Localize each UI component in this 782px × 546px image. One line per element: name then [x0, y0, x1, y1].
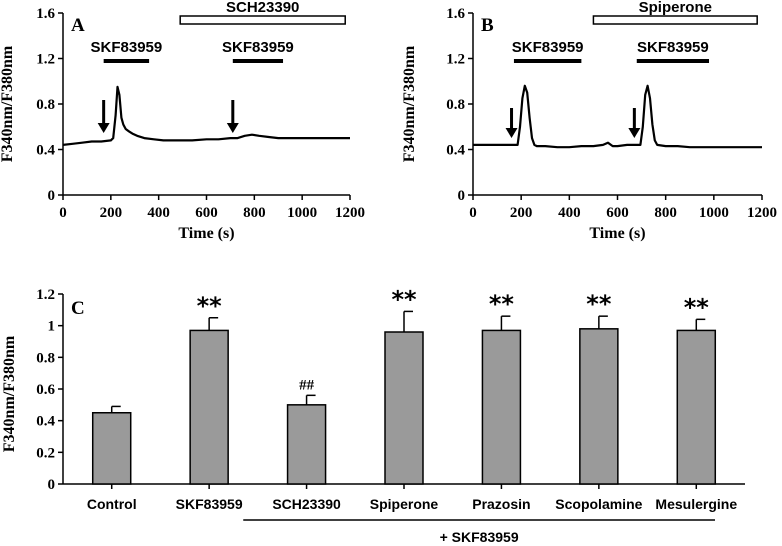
x-tick-label: 1200 — [335, 205, 365, 221]
y-tick-label: 0.4 — [36, 414, 55, 430]
y-tick-label: 0 — [458, 188, 466, 204]
bar — [385, 332, 423, 484]
bar — [482, 330, 520, 484]
x-axis-title: Time (s) — [178, 225, 234, 242]
y-tick-label: 0.4 — [36, 143, 55, 159]
bar — [580, 329, 618, 484]
bar — [190, 330, 228, 484]
category-label: Spiperone — [370, 496, 439, 512]
x-tick-label: 400 — [147, 205, 170, 221]
y-tick-label: 1.2 — [36, 52, 55, 68]
y-tick-label: 0.8 — [36, 97, 55, 113]
y-tick-label: 1 — [48, 319, 56, 335]
x-axis-title: Time (s) — [589, 225, 645, 242]
x-tick-label: 1000 — [699, 205, 729, 221]
bar — [288, 405, 326, 484]
calcium-trace — [63, 87, 350, 145]
y-tick-label: 0.2 — [36, 445, 55, 461]
agonist-label: SKF83959 — [222, 39, 294, 56]
arrow-head — [98, 123, 110, 133]
panel-a: 0 0.4 0.8 1.2 1.6 0 200 400 600 800 1000 1200 Time (… — [0, 0, 365, 242]
panel-letter: A — [71, 15, 85, 36]
group-label: + SKF83959 — [440, 529, 519, 545]
figure: 00.40.81.21.60 200 400 600 800 1000 1200Time (… — [0, 0, 782, 546]
y-tick-label: 1.2 — [36, 287, 55, 303]
antagonist-label: Spiperone — [639, 0, 712, 16]
category-label: Scopolamine — [555, 496, 642, 512]
y-tick-label: 0 — [48, 477, 56, 493]
x-tick-label: 400 — [558, 205, 581, 221]
arrow-head — [628, 128, 640, 138]
y-axis-title: F340nm/F380nm — [0, 45, 16, 162]
category-label: SKF83959 — [176, 496, 243, 512]
y-axis-title: F340nm/F380nm — [1, 335, 18, 452]
significance-stars: ** — [391, 285, 417, 313]
y-tick-label: 0 — [48, 188, 56, 204]
y-tick-label: 1.6 — [446, 6, 465, 22]
significance-stars: ** — [586, 290, 612, 318]
y-tick-label: 0.8 — [446, 97, 465, 113]
calcium-trace — [473, 86, 762, 147]
y-tick-label: 0.6 — [36, 382, 55, 398]
y-tick-label: 0.8 — [36, 350, 55, 366]
significance-stars: ** — [489, 290, 515, 318]
category-label: Mesulergine — [655, 496, 737, 512]
y-tick-label: 0.4 — [446, 143, 465, 159]
agonist-label: SKF83959 — [512, 39, 584, 56]
x-tick-label: 1000 — [287, 205, 317, 221]
panel-b: 0 0.4 0.8 1.2 1.6 0 200 400 600 800 1000 1200 Time (… — [401, 0, 777, 242]
x-tick-label: 0 — [59, 205, 67, 221]
y-tick-label: 1.2 — [446, 52, 465, 68]
bar — [93, 413, 131, 484]
significance-stars: ** — [684, 293, 710, 321]
bar — [677, 330, 715, 484]
x-tick-label: 1200 — [747, 205, 777, 221]
y-axis-title: F340nm/F380nm — [401, 45, 418, 162]
arrow-head — [227, 123, 239, 133]
x-tick-label: 600 — [195, 205, 218, 221]
agonist-label: SKF83959 — [91, 39, 163, 56]
category-label: Prazosin — [472, 496, 530, 512]
y-tick-label: 1.6 — [36, 6, 55, 22]
arrow-head — [506, 128, 518, 138]
antagonist-bar — [593, 16, 757, 24]
significance-hash: ## — [299, 377, 315, 393]
antagonist-bar — [180, 16, 345, 24]
panel-c: 0 0.2 0.4 0.6 0.8 1 1.2 F340nm/F380nm C Control SK… — [1, 285, 745, 545]
antagonist-label: SCH23390 — [226, 0, 299, 16]
significance-stars: ** — [197, 292, 223, 320]
x-tick-label: 800 — [243, 205, 266, 221]
x-tick-label: 600 — [606, 205, 629, 221]
x-tick-label: 800 — [654, 205, 677, 221]
x-tick-label: 200 — [100, 205, 123, 221]
panel-letter: B — [481, 15, 494, 36]
x-tick-label: 200 — [510, 205, 533, 221]
panel-letter: C — [71, 298, 85, 319]
category-label: SCH23390 — [272, 496, 341, 512]
x-tick-label: 0 — [469, 205, 477, 221]
agonist-label: SKF83959 — [637, 39, 709, 56]
category-label: Control — [87, 496, 137, 512]
